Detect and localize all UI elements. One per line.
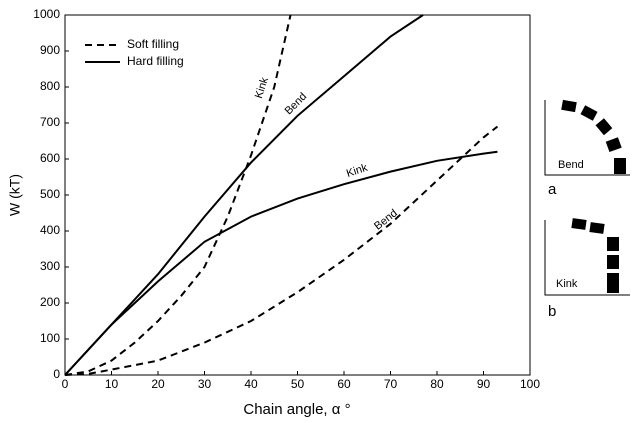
line (64, 14, 424, 376)
x-tick-label: 50 (291, 377, 305, 391)
x-axis-label: Chain angle, α ° (243, 401, 350, 418)
plot-frame (64, 14, 531, 376)
y-tick-label: 1000 (33, 7, 60, 21)
y-tick-label: 900 (40, 43, 60, 57)
legend-label: Hard filling (127, 54, 184, 68)
x-tick-label: 40 (244, 377, 258, 391)
y-tick-label: 300 (40, 259, 60, 273)
x-tick-label: 100 (520, 377, 540, 391)
x-tick-label: 10 (105, 377, 119, 391)
annotation: Kink (253, 75, 271, 100)
inset-label: Bend (558, 159, 584, 171)
x-tick-label: 90 (477, 377, 491, 391)
y-tick-label: 100 (40, 331, 60, 345)
annotation: Bend (372, 207, 400, 232)
x-tick-label: 0 (62, 377, 69, 391)
inset-a (544, 99, 630, 176)
y-tick-label: 800 (40, 79, 60, 93)
x-tick-label: 30 (198, 377, 212, 391)
x-tick-label: 60 (337, 377, 351, 391)
line (64, 150, 498, 376)
annotation: Bend (283, 91, 310, 118)
inset-caption: a (548, 181, 557, 198)
inset-caption: b (548, 303, 556, 320)
inset-label: Kink (556, 278, 578, 290)
y-tick-label: 200 (40, 295, 60, 309)
line (64, 14, 292, 376)
y-tick-label: 700 (40, 115, 60, 129)
legend-label: Soft filling (127, 37, 179, 51)
inset-b (544, 218, 630, 296)
y-tick-label: 600 (40, 151, 60, 165)
y-tick-label: 0 (53, 367, 60, 381)
line (64, 125, 499, 376)
y-axis-label: W (kT) (7, 174, 23, 216)
x-tick-label: 70 (384, 377, 398, 391)
y-tick-label: 500 (40, 187, 60, 201)
y-tick-label: 400 (40, 223, 60, 237)
annotation: Kink (345, 162, 370, 180)
x-tick-label: 20 (151, 377, 165, 391)
x-tick-label: 80 (430, 377, 444, 391)
